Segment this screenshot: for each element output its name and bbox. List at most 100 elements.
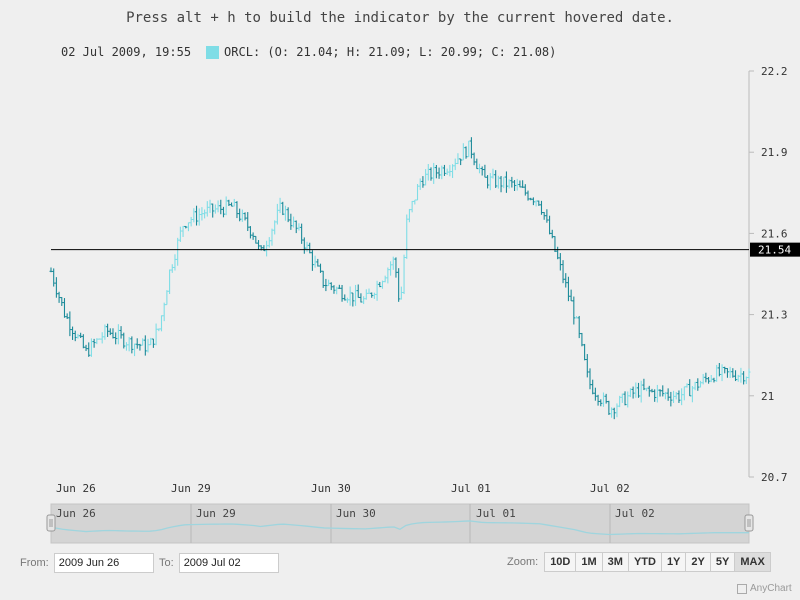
ohlc-bar — [114, 332, 118, 345]
ohlc-bar — [397, 268, 401, 302]
ohlc-bar — [60, 297, 64, 306]
ohlc-bar — [426, 163, 430, 181]
ohlc-bar — [639, 380, 643, 403]
y-axis-tick-label: 21 — [761, 390, 774, 403]
ohlc-bar — [747, 368, 751, 379]
ohlc-bar — [184, 225, 188, 229]
y-axis-tick-label: 22.2 — [761, 65, 788, 78]
ohlc-bar — [380, 280, 384, 289]
ohlc-bar — [588, 368, 592, 390]
from-date-input[interactable] — [53, 553, 154, 573]
ohlc-bar — [203, 209, 207, 219]
ohlc-bar — [122, 332, 126, 349]
ohlc-bar — [92, 338, 96, 348]
ohlc-bar — [407, 208, 411, 223]
ohlc-bar — [345, 297, 349, 303]
ohlc-bar — [502, 176, 506, 189]
ohlc-bar — [108, 328, 112, 336]
ohlc-bar — [725, 368, 729, 378]
ohlc-bar — [318, 263, 322, 273]
ohlc-bar — [265, 240, 269, 257]
x-axis-tick-label: Jun 30 — [311, 482, 351, 495]
x-axis-tick-label: Jul 01 — [451, 482, 491, 495]
ohlc-bar — [257, 240, 261, 250]
ohlc-bar — [650, 388, 654, 393]
ohlc-bar — [461, 143, 465, 161]
ohlc-bar — [451, 164, 455, 178]
ohlc-bar — [227, 199, 231, 206]
ohlc-bar — [168, 269, 172, 295]
zoom-button-10d[interactable]: 10D — [545, 553, 576, 571]
ohlc-bar — [273, 220, 277, 235]
ohlc-bar — [106, 323, 110, 337]
ohlc-bar — [486, 175, 490, 189]
ohlc-bar — [240, 209, 244, 222]
anychart-credit[interactable]: AnyChart — [737, 583, 792, 594]
ohlc-bar — [658, 389, 662, 397]
ohlc-bar — [213, 204, 217, 214]
ohlc-bar — [556, 246, 560, 260]
ohlc-bar — [612, 407, 616, 420]
ohlc-bar — [159, 315, 163, 332]
zoom-label: Zoom: — [507, 556, 539, 568]
ohlc-bar — [507, 179, 511, 189]
ohlc-bar — [736, 374, 740, 382]
ohlc-bar — [623, 391, 627, 406]
ohlc-bar — [305, 241, 309, 252]
ohlc-bar — [591, 379, 595, 395]
crosshair-label-bg — [750, 242, 800, 257]
ohlc-bar — [246, 212, 250, 232]
ohlc-bar — [54, 277, 58, 298]
ohlc-bar — [57, 291, 61, 303]
ohlc-bar — [151, 338, 155, 348]
ohlc-bar — [677, 390, 681, 403]
scroller-tick-label: Jun 29 — [196, 507, 236, 520]
ohlc-bar — [521, 180, 525, 188]
ohlc-bar — [448, 164, 452, 177]
x-axis-tick-label: Jun 29 — [171, 482, 211, 495]
to-date-input[interactable] — [178, 553, 279, 573]
ohlc-bar — [197, 208, 201, 226]
ohlc-bar — [467, 140, 471, 158]
scroller-right-handle[interactable] — [744, 514, 754, 532]
ohlc-bar — [610, 407, 614, 418]
ohlc-bar — [248, 226, 252, 239]
ohlc-bar — [615, 403, 619, 418]
scroller-left-handle[interactable] — [46, 514, 56, 532]
ohlc-bar — [394, 257, 398, 278]
zoom-button-1y[interactable]: 1Y — [660, 553, 686, 571]
ohlc-bar — [601, 392, 605, 407]
ohlc-bar — [712, 377, 716, 383]
ohlc-bar — [154, 323, 158, 346]
zoom-button-max[interactable]: MAX — [734, 553, 770, 571]
ohlc-bar — [292, 216, 296, 228]
ohlc-bar — [429, 167, 433, 181]
ohlc-bar — [480, 166, 484, 176]
ohlc-bar — [434, 164, 438, 179]
zoom-button-1m[interactable]: 1M — [575, 553, 602, 571]
ohlc-bar — [186, 222, 190, 232]
ohlc-bar — [157, 328, 161, 332]
ohlc-bar — [143, 335, 147, 356]
ohlc-bar — [469, 137, 473, 159]
zoom-button-ytd[interactable]: YTD — [627, 553, 661, 571]
ohlc-bar — [367, 288, 371, 294]
ohlc-bar — [219, 199, 223, 215]
ohlc-bar — [162, 302, 166, 322]
ohlc-bar — [356, 284, 360, 298]
ohlc-bar — [76, 333, 80, 339]
zoom-button-3m[interactable]: 3M — [601, 553, 628, 571]
zoom-button-2y[interactable]: 2Y — [685, 553, 710, 571]
zoom-button-5y[interactable]: 5Y — [709, 553, 735, 571]
ohlc-bar — [52, 268, 56, 287]
ohlc-bar — [378, 281, 382, 288]
ohlc-bar — [267, 237, 271, 248]
ohlc-bar — [49, 267, 53, 273]
ohlc-bar — [504, 171, 508, 193]
ohlc-bar — [696, 378, 700, 391]
ohlc-bar — [707, 376, 711, 384]
ohlc-bar — [585, 354, 589, 378]
ohlc-bar — [653, 389, 657, 402]
ohlc-bar — [410, 200, 414, 213]
